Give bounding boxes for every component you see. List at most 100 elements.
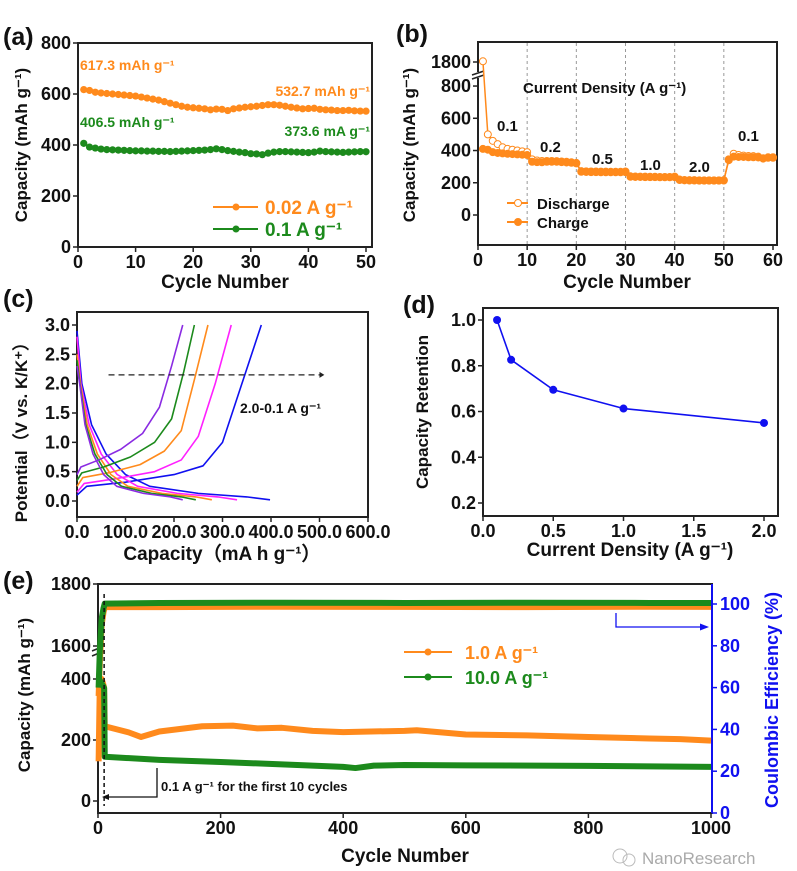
y-tick-label: 1.0 [45, 432, 70, 452]
panel-label: (b) [396, 20, 428, 48]
data-point [218, 105, 226, 113]
data-point [126, 147, 134, 155]
data-point [235, 104, 243, 112]
data-point [103, 89, 111, 98]
data-point [276, 148, 284, 156]
value-annotation: 406.5 mAh g⁻¹ [80, 114, 175, 130]
discharge-curve [76, 330, 271, 501]
x-tick-label: 60 [763, 250, 783, 270]
data-point [299, 105, 307, 113]
data-point [183, 103, 192, 111]
y-tick-label: 1.0 [451, 310, 476, 330]
data-point [258, 101, 266, 110]
x-tick-label: 10 [126, 252, 146, 272]
data-point [356, 107, 364, 115]
data-point [270, 148, 278, 156]
y2-tick-label: 80 [720, 636, 740, 656]
rate-label: 2.0 [689, 159, 710, 176]
data-point [252, 150, 261, 158]
cycles-annotation: 0.1 A g⁻¹ for the first 10 cycles [161, 779, 348, 794]
data-point [137, 147, 145, 155]
data-point [478, 57, 487, 66]
value-annotation: 617.3 mAh g⁻¹ [80, 57, 175, 73]
data-point [350, 148, 359, 156]
data-point [183, 147, 192, 155]
data-point [252, 102, 261, 110]
data-point [350, 107, 359, 115]
data-point [224, 147, 232, 155]
data-point [345, 106, 353, 114]
data-point [327, 148, 336, 156]
data-point [241, 103, 249, 111]
x-tick-label: 600.0 [345, 522, 390, 542]
data-point [572, 159, 581, 168]
x-tick-label: 0 [93, 818, 103, 838]
x-tick-label: 600 [451, 818, 481, 838]
x-tick-label: 300.0 [200, 522, 245, 542]
current-density-title: Current Density (A g⁻¹) [523, 80, 686, 97]
data-point [258, 151, 266, 159]
legend-marker [424, 673, 432, 681]
panel-label: (d) [403, 291, 435, 319]
data-point [769, 153, 777, 162]
y-tick-label: 0.4 [451, 447, 476, 467]
data-point [160, 147, 168, 155]
data-point [120, 146, 128, 154]
y-tick-label: 0 [81, 791, 91, 811]
data-point [149, 95, 157, 103]
y-tick-label: 400 [41, 135, 71, 155]
legend-label: 0.02 A g⁻¹ [265, 198, 353, 219]
y-axis-title: Capacity (mAh g⁻¹) [400, 68, 419, 222]
data-point [493, 316, 502, 324]
y-tick-label: 800 [41, 33, 71, 53]
data-point [327, 106, 336, 114]
axis-break-mark [471, 70, 485, 76]
x-tick-label: 20 [183, 252, 203, 272]
y-tick-label: 2.5 [45, 344, 70, 364]
data-point [229, 147, 238, 155]
capacity-band [95, 676, 712, 762]
data-point [206, 145, 215, 154]
data-point [97, 89, 105, 97]
value-annotation: 373.6 mA g⁻¹ [285, 123, 371, 139]
data-point [322, 148, 330, 156]
data-point [310, 148, 318, 156]
data-point [333, 106, 341, 115]
x-tick-label: 0.0 [64, 522, 89, 542]
data-point [356, 148, 364, 156]
legend-label: Charge [537, 215, 589, 232]
rate-label: 1.0 [640, 157, 661, 174]
data-point [114, 146, 122, 154]
x-tick-label: 20 [566, 250, 586, 270]
plot-frame [477, 41, 778, 246]
y-tick-label: 600 [41, 84, 71, 104]
y-tick-label: 800 [441, 76, 471, 96]
x-tick-label: 40 [665, 250, 685, 270]
y-tick-label: 1800 [431, 52, 471, 72]
charge-curve [76, 324, 263, 496]
data-point [316, 147, 324, 155]
y-tick-label: 3.0 [45, 315, 70, 335]
data-point [108, 146, 117, 154]
rate-label: 0.2 [540, 139, 561, 156]
data-point [212, 105, 220, 113]
data-point [149, 147, 157, 155]
arrow-head-icon [319, 371, 325, 378]
data-point [345, 148, 353, 156]
y-axis-title: Capacity Retention [413, 335, 432, 489]
data-point [299, 148, 307, 156]
data-point [166, 148, 174, 156]
data-point [362, 148, 370, 156]
charge-curve [76, 324, 233, 493]
data-point [247, 103, 255, 111]
arrow-head-icon [700, 623, 709, 631]
y-tick-label: 0 [61, 237, 71, 257]
data-point [362, 107, 370, 115]
arrow-head-icon [102, 794, 109, 800]
discharge-curve [76, 365, 183, 501]
y-axis-title: Capacity (mAh g⁻¹) [15, 618, 34, 772]
y-tick-label: 0.6 [451, 402, 476, 422]
data-point [287, 148, 295, 156]
data-point [549, 385, 558, 394]
